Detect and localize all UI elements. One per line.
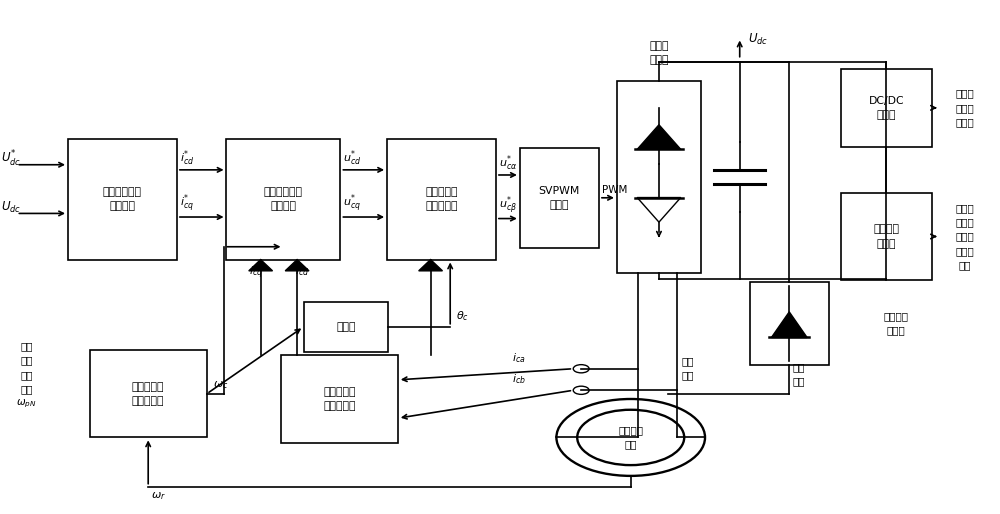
Text: 控制模块: 控制模块	[270, 201, 296, 211]
Text: $i_{cd}$: $i_{cd}$	[295, 265, 309, 279]
Bar	[68, 139, 177, 260]
Bar	[750, 282, 829, 364]
Text: PWM: PWM	[602, 185, 627, 195]
Text: 交流负: 交流负	[955, 203, 974, 213]
Text: 控制绕组电: 控制绕组电	[323, 387, 356, 397]
Text: $u_{c\alpha}^{*}$: $u_{c\alpha}^{*}$	[499, 153, 517, 173]
Text: 控制模块: 控制模块	[109, 201, 135, 211]
Text: 相交流: 相交流	[955, 246, 974, 256]
Text: 电机: 电机	[624, 439, 637, 450]
Bar	[841, 69, 932, 147]
Text: 二象限: 二象限	[649, 41, 669, 51]
Text: 率计算模块: 率计算模块	[132, 396, 164, 406]
Polygon shape	[771, 312, 807, 338]
Text: $\omega_r$: $\omega_r$	[151, 490, 166, 502]
Bar	[90, 351, 207, 437]
Text: 变换器: 变换器	[877, 110, 896, 120]
Text: $\theta_c$: $\theta_c$	[456, 309, 469, 323]
Text: $U_{dc}$: $U_{dc}$	[1, 200, 22, 215]
Text: $u_{cq}^{*}$: $u_{cq}^{*}$	[343, 193, 361, 215]
Text: 压变换模块: 压变换模块	[425, 201, 458, 211]
Bar	[304, 302, 388, 352]
Text: $i_{cb}$: $i_{cb}$	[512, 372, 526, 386]
Bar	[281, 355, 398, 443]
Text: 额定: 额定	[20, 370, 33, 380]
Polygon shape	[419, 260, 442, 271]
Text: 直流负: 直流负	[955, 88, 974, 99]
Text: 整流桥: 整流桥	[887, 325, 906, 335]
Text: 绕组: 绕组	[793, 377, 805, 387]
Bar	[617, 81, 701, 273]
Text: 三相不控: 三相不控	[884, 311, 909, 321]
Text: $\omega_{pN}$: $\omega_{pN}$	[16, 397, 37, 410]
Text: $\omega_c$: $\omega_c$	[213, 379, 228, 391]
Text: 频率: 频率	[20, 384, 33, 394]
Text: $U_{dc}^{*}$: $U_{dc}^{*}$	[1, 149, 22, 169]
Text: 控制绕组电流: 控制绕组电流	[264, 187, 303, 197]
Polygon shape	[637, 125, 681, 150]
Text: 发生器: 发生器	[550, 200, 569, 210]
Text: $U_{dc}$: $U_{dc}$	[748, 31, 768, 47]
Text: $i_{cq}^{*}$: $i_{cq}^{*}$	[180, 193, 194, 215]
Polygon shape	[285, 260, 309, 271]
Text: $i_{cq}$: $i_{cq}$	[249, 265, 263, 281]
Text: $u_{c\beta}^{*}$: $u_{c\beta}^{*}$	[499, 194, 517, 216]
Text: 积分器: 积分器	[336, 322, 356, 332]
Bar	[520, 148, 599, 248]
Bar	[841, 193, 932, 280]
Text: 变流器: 变流器	[649, 55, 669, 65]
Text: 电网: 电网	[958, 260, 971, 270]
Text: DC/DC: DC/DC	[869, 96, 904, 106]
Text: 控制绕组频: 控制绕组频	[132, 382, 164, 392]
Text: 控制: 控制	[681, 356, 694, 366]
Text: 流电网: 流电网	[955, 117, 974, 127]
Text: 绕组: 绕组	[681, 371, 694, 380]
Text: 载或直: 载或直	[955, 103, 974, 113]
Text: 控制绕组电: 控制绕组电	[425, 187, 458, 197]
Text: 无刷双馈: 无刷双馈	[618, 425, 643, 435]
Polygon shape	[249, 260, 273, 271]
Text: 载或单: 载或单	[955, 217, 974, 227]
Text: 功率: 功率	[20, 341, 33, 351]
Text: SVPWM: SVPWM	[539, 186, 580, 196]
Text: 功率: 功率	[793, 362, 805, 372]
Text: $i_{ca}$: $i_{ca}$	[512, 351, 525, 364]
Text: 逆变器: 逆变器	[877, 238, 896, 249]
Bar	[387, 139, 496, 260]
Text: 绕组: 绕组	[20, 356, 33, 365]
Text: 相或三: 相或三	[955, 231, 974, 242]
Text: 直流输出电压: 直流输出电压	[103, 187, 142, 197]
Text: $u_{cd}^{*}$: $u_{cd}^{*}$	[343, 148, 362, 168]
Text: $i_{cd}^{*}$: $i_{cd}^{*}$	[180, 148, 194, 168]
Bar	[226, 139, 340, 260]
Text: 流变换模块: 流变换模块	[323, 401, 356, 411]
Text: 交流并网: 交流并网	[873, 224, 899, 234]
